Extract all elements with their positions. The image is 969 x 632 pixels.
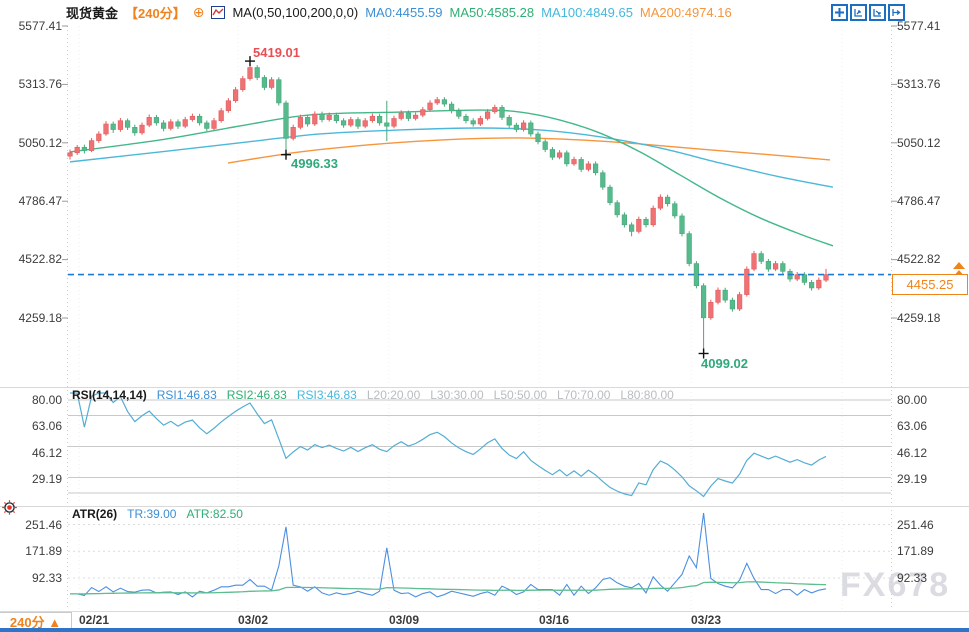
axis-scale-icon[interactable] <box>850 4 867 21</box>
rsi-panel-header: RSI(14,14,14) RSI1:46.83 RSI2:46.83 RSI3… <box>72 388 674 402</box>
rsi-axis-label: 46.12 <box>31 446 62 460</box>
timeframe-label: 【240分】 <box>125 5 186 21</box>
chart-type-icon[interactable] <box>211 5 226 19</box>
atr-axis-label: 92.33 <box>31 571 62 585</box>
y-label: 5050.12 <box>18 136 62 150</box>
y-label: 5577.41 <box>897 19 941 33</box>
low-price-annotation: 4996.33 <box>291 156 338 171</box>
rsi-level-label: L20:20.00 <box>366 388 421 402</box>
x-label: 03/02 <box>238 613 269 627</box>
atr-axis-label: 251.46 <box>897 518 934 532</box>
shift-right-icon[interactable] <box>888 4 905 21</box>
x-label: 03/16 <box>539 613 570 627</box>
period-selector-button[interactable]: 240分 ▲ <box>0 612 72 630</box>
axis-pointer-icon[interactable] <box>869 4 886 21</box>
atr-axis-label: 171.89 <box>897 544 934 558</box>
atr-title[interactable]: ATR(26) <box>72 507 118 521</box>
chart-toolbar <box>831 4 905 21</box>
chart-header: 现货黄金 【240分】 ⊕ MA(0,50,100,200,0,0) MA0:4… <box>66 2 732 22</box>
ma50-value: MA50:4585.28 <box>449 4 535 20</box>
rsi-axis-label: 63.06 <box>31 419 62 433</box>
y-label: 4259.18 <box>18 311 62 325</box>
low-price-annotation: 4099.02 <box>701 356 748 371</box>
ma200-value: MA200:4974.16 <box>639 4 732 20</box>
atr-value: ATR:82.50 <box>186 507 243 521</box>
rsi-axis-label: 29.19 <box>897 472 928 486</box>
rsi-level-label: L70:70.00 <box>557 388 611 402</box>
watermark: FX678 <box>840 566 951 604</box>
rsi-level-label: L50:50.00 <box>493 388 548 402</box>
rsi-axis-label: 29.19 <box>31 472 62 486</box>
y-label: 5313.76 <box>897 77 941 91</box>
atr-axis-label: 92.33 <box>897 571 928 585</box>
y-label: 4259.18 <box>897 311 941 325</box>
bottom-scrollbar[interactable] <box>0 628 969 632</box>
ma0-value: MA0:4455.59 <box>365 4 443 20</box>
y-label: 4522.82 <box>18 252 62 266</box>
x-label: 02/21 <box>79 613 110 627</box>
high-price-annotation: 5419.01 <box>253 45 300 60</box>
rsi-axis-label: 80.00 <box>31 393 62 407</box>
rsi1-value: RSI1:46.83 <box>156 388 217 402</box>
rsi-level-label: L80:80.00 <box>620 388 674 402</box>
tr-value: TR:39.00 <box>127 507 177 521</box>
y-label: 4522.82 <box>897 252 941 266</box>
y-label: 4786.47 <box>897 194 941 208</box>
y-label: 4786.47 <box>18 194 62 208</box>
atr-axis-label: 251.46 <box>25 518 62 532</box>
rsi-title[interactable]: RSI(14,14,14) <box>72 388 147 402</box>
rsi-axis-label: 63.06 <box>897 419 928 433</box>
current-price-tag: 4455.25 <box>892 274 968 295</box>
rsi-axis-label: 46.12 <box>897 446 928 460</box>
x-label: 03/23 <box>691 613 722 627</box>
rsi3-value: RSI3:46.83 <box>296 388 357 402</box>
atr-axis-label: 171.89 <box>25 544 62 558</box>
x-label: 03/09 <box>389 613 420 627</box>
y-label: 5313.76 <box>18 77 62 91</box>
y-label: 5050.12 <box>897 136 941 150</box>
symbol-name: 现货黄金 <box>66 5 119 21</box>
rsi2-value: RSI2:46.83 <box>226 388 287 402</box>
ma100-value: MA100:4849.65 <box>541 4 633 20</box>
rsi-level-label: L30:30.00 <box>430 388 484 402</box>
ma-settings-label[interactable]: MA(0,50,100,200,0,0) <box>232 4 359 20</box>
crosshair-move-icon[interactable] <box>831 4 848 21</box>
live-indicator-icon[interactable] <box>2 500 17 515</box>
add-indicator-icon[interactable]: ⊕ <box>192 4 205 20</box>
y-label: 5577.41 <box>18 19 62 33</box>
rsi-axis-label: 80.00 <box>897 393 928 407</box>
atr-panel-header: ATR(26) TR:39.00 ATR:82.50 <box>72 507 243 521</box>
